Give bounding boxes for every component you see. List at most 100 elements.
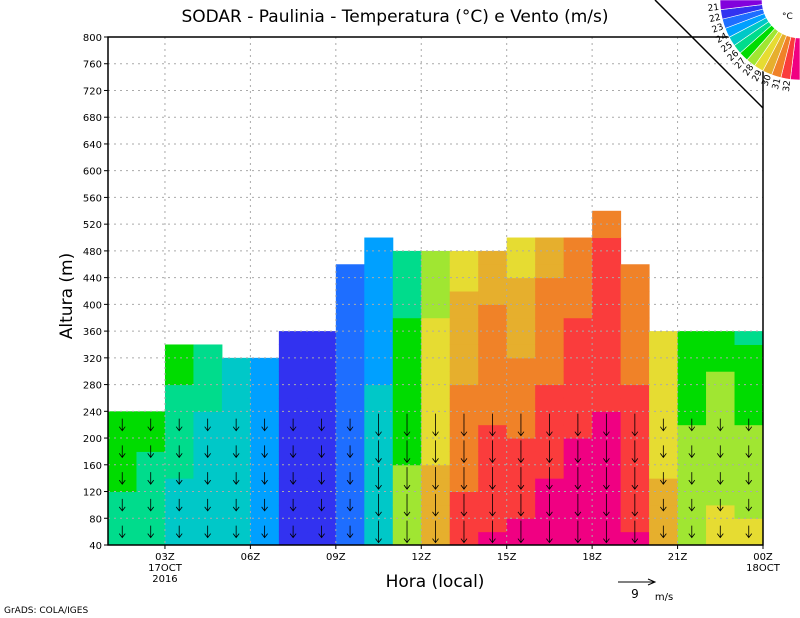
- y-tick-label: 640: [83, 140, 102, 151]
- temperature-cell: [335, 277, 365, 292]
- legend-label: 22: [708, 13, 722, 25]
- temperature-cell: [335, 317, 365, 332]
- temperature-cell: [307, 384, 337, 399]
- temperature-cell: [335, 304, 365, 319]
- wind-arrow: [432, 440, 439, 464]
- wind-arrow: [660, 498, 667, 512]
- y-tick-label: 80: [89, 514, 102, 525]
- temperature-cell: [677, 384, 707, 399]
- temperature-cell: [250, 438, 280, 452]
- temperature-cell: [506, 304, 536, 319]
- temperature-cell: [649, 518, 679, 533]
- temperature-cell: [278, 344, 308, 359]
- y-tick-label: 440: [83, 274, 102, 285]
- temperature-cell: [592, 397, 622, 412]
- temperature-cell: [108, 464, 137, 479]
- wind-arrow: [403, 467, 411, 490]
- wind-arrow: [517, 493, 525, 517]
- temperature-cell: [734, 331, 764, 345]
- y-tick-label: 40: [89, 541, 102, 552]
- temperature-cell: [563, 317, 593, 332]
- temperature-cell: [193, 504, 223, 519]
- wind-arrow: [489, 493, 496, 517]
- temperature-cell: [506, 344, 536, 359]
- wind-arrow: [631, 520, 639, 544]
- temperature-cell: [307, 478, 337, 493]
- y-axis-label: Altura (m): [57, 253, 77, 339]
- temperature-cell: [307, 464, 337, 479]
- wind-arrow: [118, 472, 126, 485]
- temperature-cell: [478, 317, 508, 332]
- temperature-cell: [136, 504, 166, 519]
- temperature-cell: [734, 518, 764, 533]
- legend-label: 31: [771, 77, 783, 91]
- temperature-cell: [250, 518, 280, 533]
- y-tick-label: 680: [83, 113, 102, 124]
- wind-arrow: [204, 525, 211, 539]
- wind-arrow: [375, 467, 382, 490]
- temperature-cell: [193, 411, 223, 426]
- wind-arrow: [375, 520, 382, 544]
- temperature-cell: [136, 438, 166, 452]
- temperature-cell: [364, 357, 394, 372]
- temperature-cell: [677, 331, 707, 345]
- temperature-cell: [563, 397, 593, 412]
- temperature-cell: [392, 250, 422, 265]
- wind-arrow: [546, 440, 553, 464]
- wind-arrow: [346, 498, 354, 512]
- wind-arrow: [432, 493, 439, 517]
- temperature-cell: [592, 344, 622, 359]
- temperature-cell: [506, 291, 536, 305]
- temperature-cell: [649, 491, 679, 506]
- wind-arrow: [489, 467, 496, 490]
- temperature-cell: [278, 451, 308, 466]
- temperature-cell: [592, 210, 622, 225]
- temperature-cell: [620, 277, 650, 292]
- temperature-cell: [164, 504, 194, 519]
- temperature-cell: [535, 317, 565, 332]
- temperature-cell: [620, 264, 650, 279]
- temperature-cell: [278, 518, 308, 533]
- temperature-cell: [563, 357, 593, 372]
- temperature-cell: [193, 531, 223, 546]
- wind-arrow: [147, 525, 155, 539]
- temperature-cell: [278, 438, 308, 452]
- temperature-cell: [278, 371, 308, 386]
- temperature-cell: [164, 491, 194, 506]
- wind-arrow: [289, 498, 297, 512]
- wind-arrow: [688, 445, 696, 459]
- temperature-cell: [421, 357, 451, 372]
- temperature-cell: [335, 491, 365, 506]
- temperature-cell: [677, 411, 707, 426]
- wind-arrow: [546, 493, 553, 517]
- wind-arrow: [660, 525, 667, 539]
- temperature-cell: [734, 504, 764, 519]
- temperature-cell: [535, 237, 565, 252]
- temperature-cell: [706, 518, 736, 533]
- temperature-cell: [307, 357, 337, 372]
- temperature-cell: [706, 491, 736, 506]
- temperature-cell: [278, 491, 308, 506]
- wind-arrow: [403, 493, 411, 517]
- temperature-cell: [421, 277, 451, 292]
- temperature-cell: [108, 438, 137, 452]
- temperature-cell: [278, 424, 308, 439]
- wind-arrow: [460, 520, 468, 544]
- temperature-cell: [335, 478, 365, 493]
- temperature-cell: [164, 478, 194, 493]
- temperature-cell: [535, 344, 565, 359]
- temperature-cell: [307, 491, 337, 506]
- wind-arrow: [631, 440, 639, 464]
- wind-arrow: [517, 440, 525, 464]
- y-tick-label: 520: [83, 220, 102, 231]
- temperature-cell: [506, 371, 536, 386]
- wind-arrow: [204, 418, 211, 432]
- temperature-cell: [677, 464, 707, 479]
- wind-arrow: [403, 440, 411, 464]
- wind-arrow: [118, 498, 126, 512]
- temperature-cell: [421, 397, 451, 412]
- wind-arrow: [147, 418, 155, 432]
- wind-arrow: [745, 525, 753, 539]
- temperature-cell: [278, 478, 308, 493]
